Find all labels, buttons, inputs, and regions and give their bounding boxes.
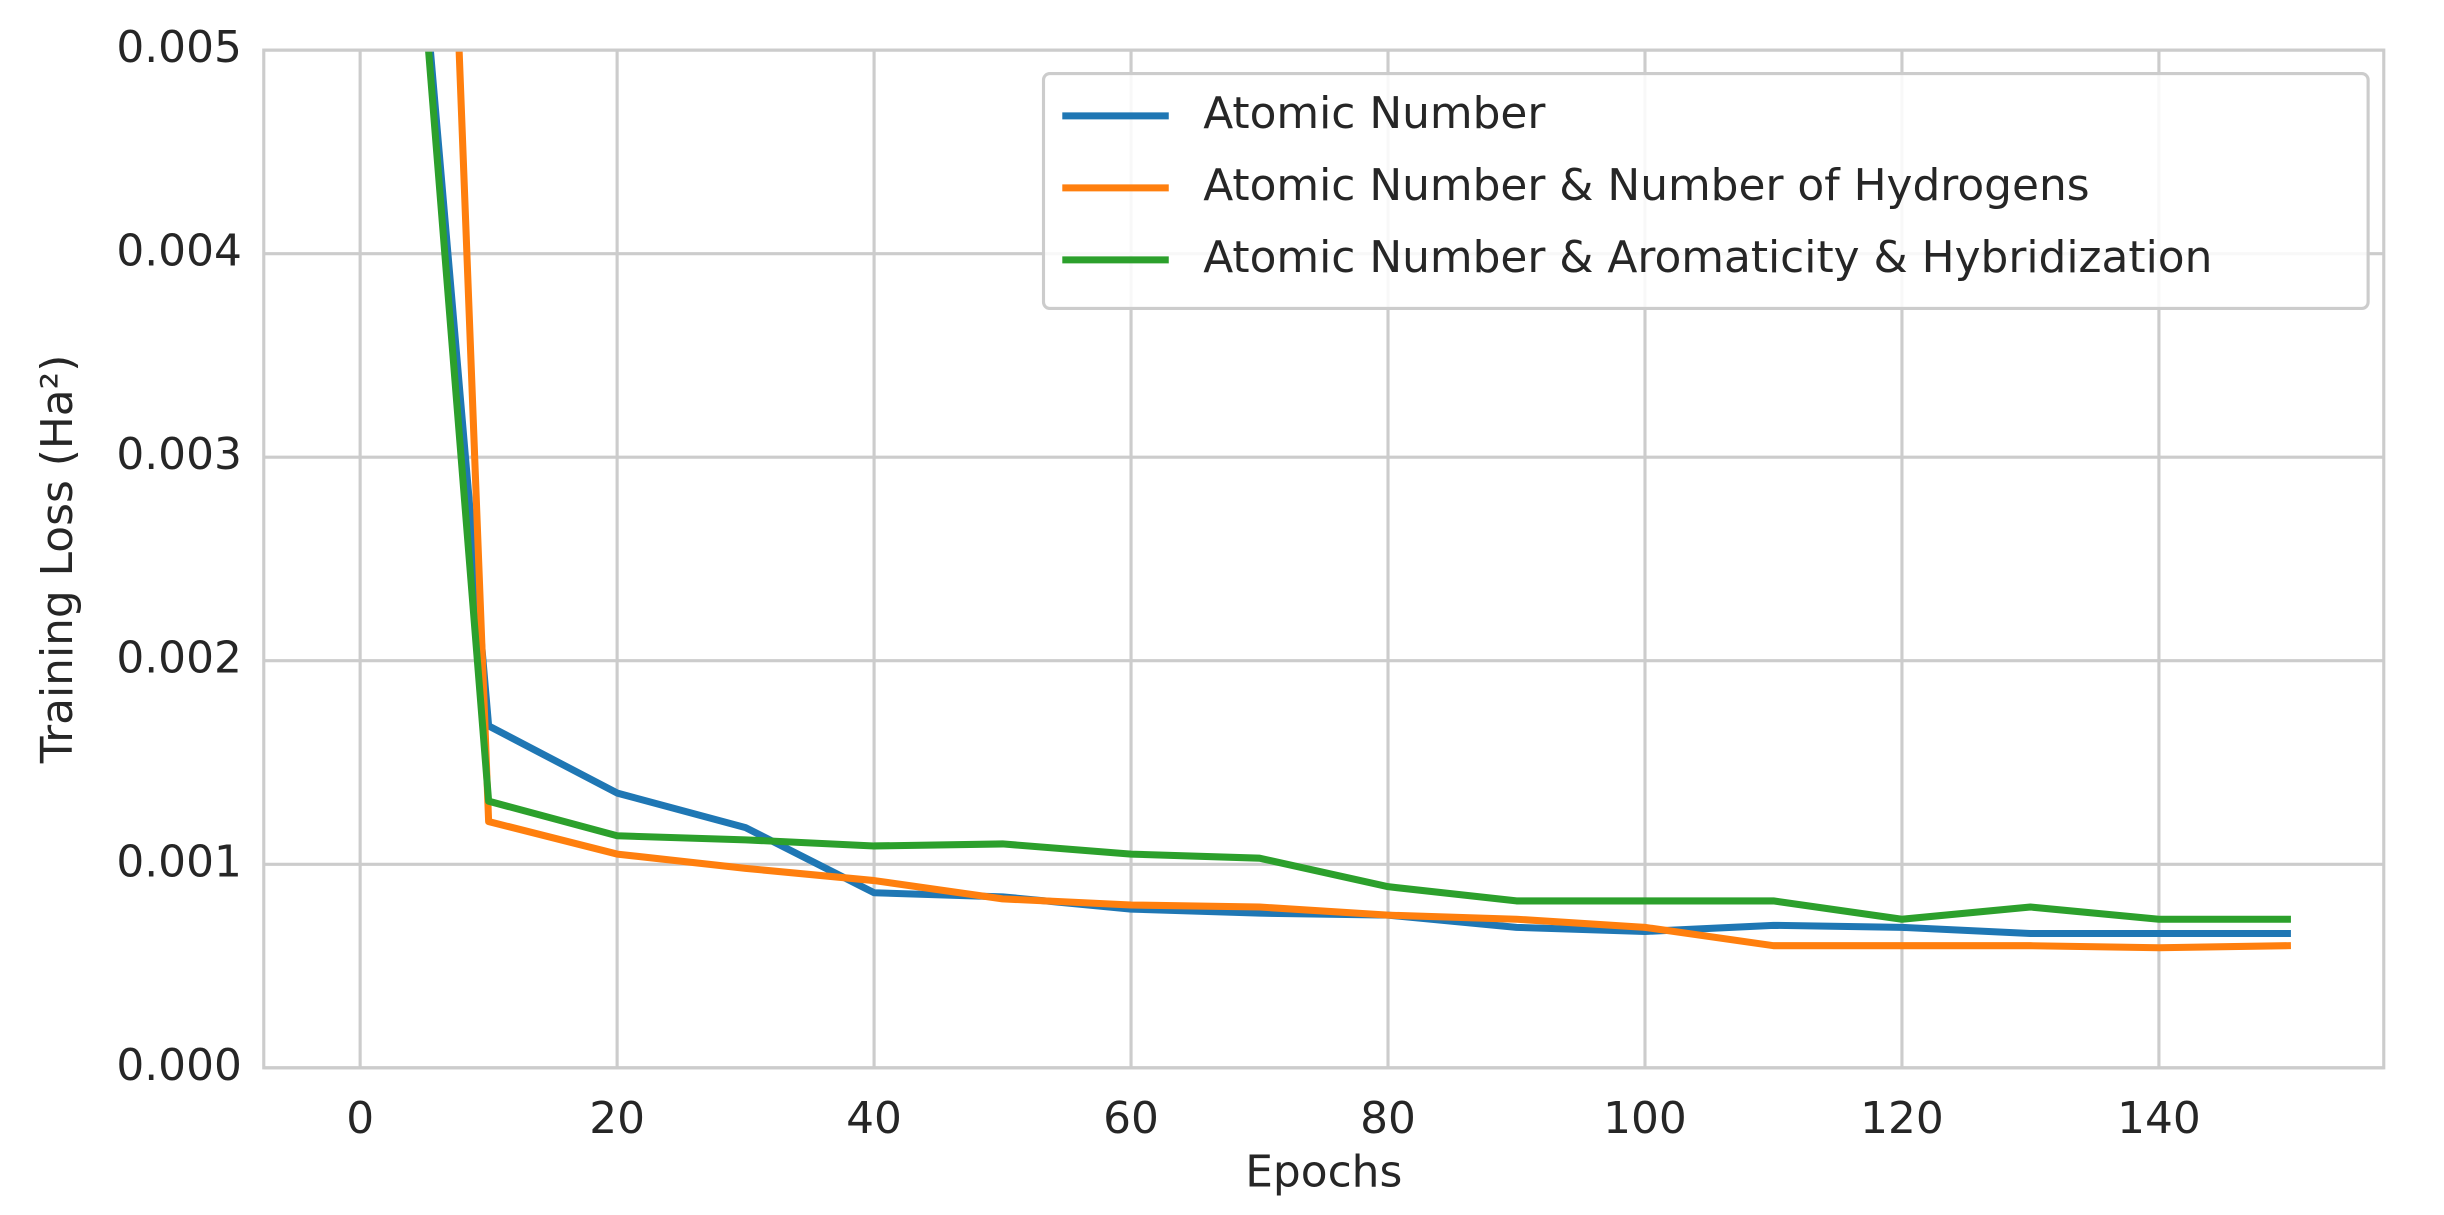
legend-box [1041,72,2370,311]
x-tick-label: 60 [1103,1093,1159,1144]
x-tick-label: 140 [2117,1093,2201,1144]
y-tick-label: 0.001 [116,836,241,887]
y-tick-label: 0.004 [116,226,241,277]
y-tick-label: 0.002 [116,633,241,684]
x-tick-label: 80 [1360,1093,1416,1144]
x-tick-label: 40 [846,1093,902,1144]
legend-label: Atomic Number & Number of Hydrogens [1203,160,2089,211]
legend-label: Atomic Number [1203,88,1546,139]
x-axis-label: Epochs [1245,1146,1402,1197]
y-tick-label: 0.000 [116,1040,241,1091]
x-tick-label: 0 [346,1093,374,1144]
series-line [455,50,2291,952]
x-tick-label: 100 [1603,1093,1687,1144]
series-line [425,50,2291,923]
plot-frame [262,48,2386,1070]
x-tick-label: 120 [1860,1093,1944,1144]
y-axis-label: Training Loss (Ha²) [32,355,83,765]
legend-label: Atomic Number & Aromaticity & Hybridizat… [1203,232,2212,283]
y-tick-label: 0.005 [116,22,241,73]
y-tick-label: 0.003 [116,429,241,480]
x-tick-label: 20 [589,1093,645,1144]
